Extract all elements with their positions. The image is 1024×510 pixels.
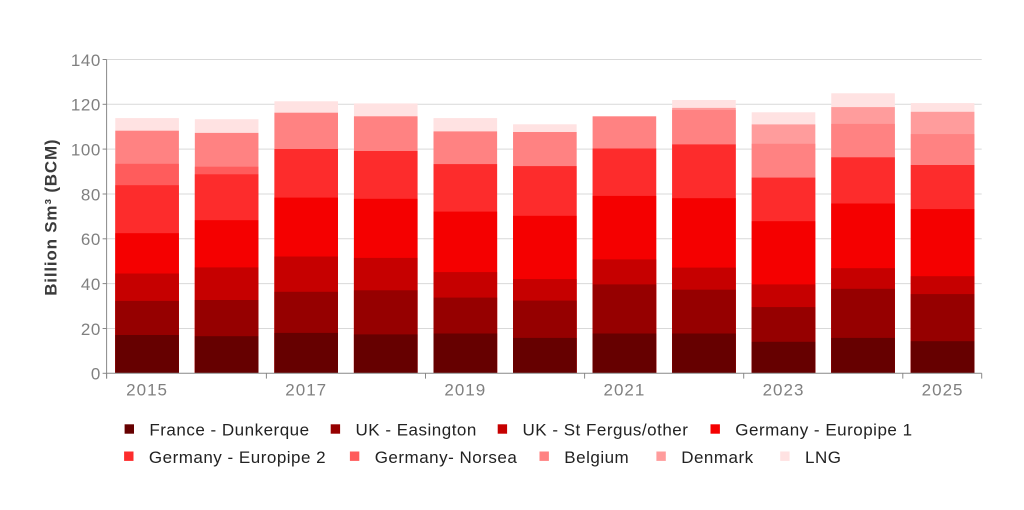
svg-text:140: 140 [71, 51, 101, 70]
svg-text:40: 40 [81, 275, 101, 294]
svg-text:0: 0 [91, 365, 101, 384]
svg-text:LNG: LNG [805, 448, 841, 467]
svg-text:UK - Easington: UK - Easington [356, 421, 477, 440]
svg-text:2021: 2021 [603, 381, 645, 400]
svg-text:100: 100 [71, 141, 101, 160]
svg-text:Billion Sm³ (BCM): Billion Sm³ (BCM) [42, 139, 61, 296]
svg-text:20: 20 [81, 320, 101, 339]
svg-text:UK - St Fergus/other: UK - St Fergus/other [523, 421, 689, 440]
svg-text:2025: 2025 [922, 381, 964, 400]
svg-text:Germany- Norsea: Germany- Norsea [375, 448, 518, 467]
svg-text:Belgium: Belgium [564, 448, 629, 467]
svg-text:2019: 2019 [444, 381, 486, 400]
svg-text:Germany - Europipe 2: Germany - Europipe 2 [149, 448, 326, 467]
svg-text:2023: 2023 [763, 381, 805, 400]
svg-text:France - Dunkerque: France - Dunkerque [149, 421, 309, 440]
svg-text:120: 120 [71, 96, 101, 115]
svg-text:Denmark: Denmark [681, 448, 753, 467]
svg-text:60: 60 [81, 230, 101, 249]
svg-text:2017: 2017 [285, 381, 327, 400]
svg-text:2015: 2015 [126, 381, 168, 400]
svg-text:80: 80 [81, 185, 101, 204]
svg-text:Germany - Europipe 1: Germany - Europipe 1 [735, 421, 912, 440]
